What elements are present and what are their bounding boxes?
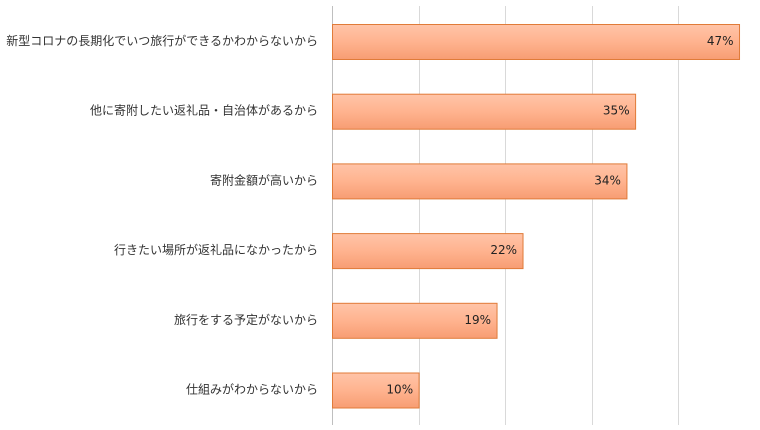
category-label: 他に寄附したい返礼品・自治体があるから bbox=[90, 103, 318, 118]
data-label: 22% bbox=[490, 243, 517, 257]
bar bbox=[332, 24, 741, 60]
data-label: 10% bbox=[386, 383, 413, 397]
bar bbox=[332, 163, 628, 200]
bars bbox=[332, 24, 741, 409]
category-label: 仕組みがわからないから bbox=[186, 382, 318, 397]
category-label: 新型コロナの長期化でいつ旅行ができるかわからないから bbox=[6, 33, 318, 48]
data-label: 34% bbox=[594, 173, 621, 187]
data-label: 47% bbox=[707, 34, 734, 48]
data-label: 19% bbox=[464, 313, 491, 327]
value-labels: 47% 35% 34% 22% 19% 10% bbox=[386, 34, 733, 397]
category-labels: 新型コロナの長期化でいつ旅行ができるかわからないから他に寄附したい返礼品・自治体… bbox=[6, 33, 318, 397]
gridlines bbox=[332, 6, 679, 425]
data-label: 35% bbox=[603, 104, 630, 118]
category-label: 旅行をする予定がないから bbox=[174, 312, 318, 327]
bar bbox=[332, 302, 498, 339]
category-label: 行きたい場所が返礼品になかったから bbox=[114, 242, 318, 257]
bar bbox=[332, 93, 637, 130]
bar bbox=[332, 372, 420, 409]
bar bbox=[332, 233, 524, 270]
category-label: 寄附金額が高いから bbox=[210, 172, 318, 187]
